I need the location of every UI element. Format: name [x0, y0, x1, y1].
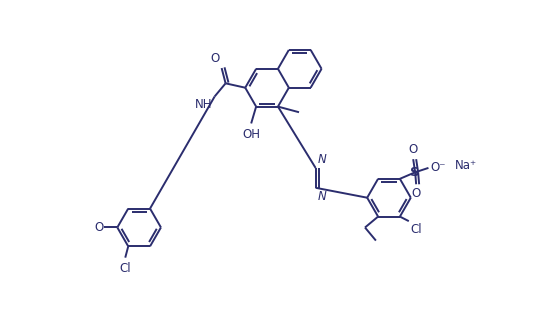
- Text: Cl: Cl: [411, 223, 422, 236]
- Text: NH: NH: [195, 98, 213, 111]
- Text: O: O: [408, 143, 418, 156]
- Text: S: S: [411, 166, 420, 179]
- Text: N: N: [318, 153, 326, 166]
- Text: OH: OH: [242, 128, 260, 141]
- Text: Na⁺: Na⁺: [454, 159, 477, 172]
- Text: O: O: [94, 221, 103, 234]
- Text: O: O: [412, 187, 421, 200]
- Text: N: N: [318, 190, 326, 203]
- Text: Cl: Cl: [119, 261, 131, 274]
- Text: O⁻: O⁻: [431, 161, 446, 174]
- Text: O: O: [210, 52, 220, 65]
